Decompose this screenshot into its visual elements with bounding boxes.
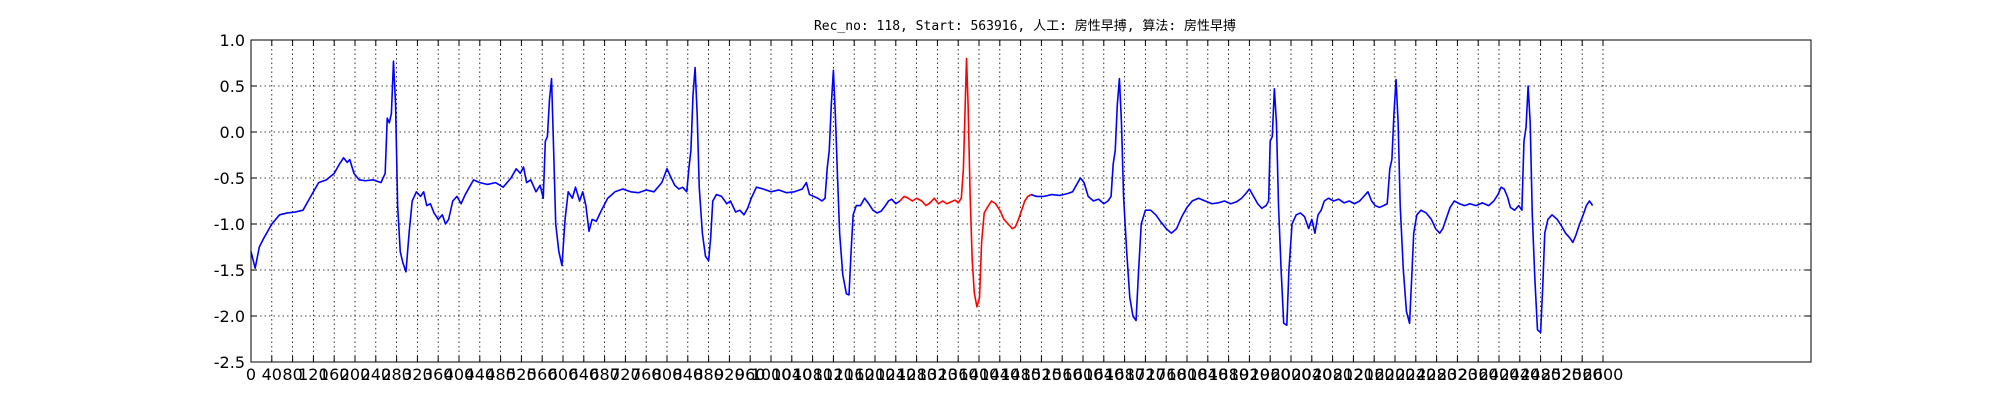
tick-marks xyxy=(250,39,1811,363)
x-tick-label: 1040 xyxy=(771,365,812,384)
x-tick-label: 1240 xyxy=(875,365,916,384)
x-tick-label: 200 xyxy=(340,365,371,384)
x-tick-label: 1720 xyxy=(1125,365,1166,384)
x-tick-label: 1320 xyxy=(917,365,958,384)
x-tick-label: 0 xyxy=(246,365,256,384)
x-tick-label: 1880 xyxy=(1208,365,1249,384)
y-tick-label: -1.5 xyxy=(214,261,245,280)
y-tick-label: -0.5 xyxy=(214,169,245,188)
x-tick-label: 2240 xyxy=(1395,365,1436,384)
y-tick-label: 0.5 xyxy=(220,77,245,96)
x-tick-label: 440 xyxy=(465,365,496,384)
x-tick-label: 760 xyxy=(631,365,662,384)
x-tick-label: 1360 xyxy=(938,365,979,384)
y-tick-label: -1.0 xyxy=(214,215,245,234)
x-tick-label: 2480 xyxy=(1520,365,1561,384)
x-tick-label: 1440 xyxy=(979,365,1020,384)
x-tick-label: 1400 xyxy=(959,365,1000,384)
y-tick-label: 0.0 xyxy=(220,123,245,142)
x-tick-label: 640 xyxy=(569,365,600,384)
grid xyxy=(251,40,1811,362)
series-layer xyxy=(250,57,1594,334)
x-tick-label: 2160 xyxy=(1354,365,1395,384)
x-tick-label: 520 xyxy=(506,365,537,384)
x-tick-label: 1000 xyxy=(751,365,792,384)
ecg-series-line xyxy=(1030,77,1594,334)
x-tick-label: 1080 xyxy=(792,365,833,384)
x-tick-label: 40 xyxy=(262,365,282,384)
x-tick-label: 600 xyxy=(548,365,579,384)
x-tick-label: 560 xyxy=(527,365,558,384)
x-tick-label: 160 xyxy=(319,365,350,384)
y-tick-labels: 1.0 0.5 0.0 -0.5 -1.0 -1.5 -2.0 -2.5 xyxy=(214,31,245,372)
plot-frame xyxy=(250,39,1812,363)
x-tick-label: 800 xyxy=(652,365,683,384)
x-tick-label: 360 xyxy=(423,365,454,384)
x-tick-label: 2600 xyxy=(1583,365,1624,384)
y-tick-label: -2.0 xyxy=(214,307,245,326)
x-tick-label: 2200 xyxy=(1375,365,1416,384)
x-tick-labels: 0 40 8012016020024028032036040044048052056… xyxy=(246,365,1623,384)
x-tick-label: 2440 xyxy=(1499,365,1540,384)
ecg-series-line xyxy=(899,57,1032,308)
x-tick-label: 1280 xyxy=(896,365,937,384)
x-tick-label: 2000 xyxy=(1271,365,1312,384)
x-tick-label: 1640 xyxy=(1083,365,1124,384)
x-tick-label: 2400 xyxy=(1479,365,1520,384)
x-tick-label: 720 xyxy=(610,365,641,384)
x-tick-label: 2320 xyxy=(1437,365,1478,384)
x-tick-label: 920 xyxy=(714,365,745,384)
x-tick-label: 2520 xyxy=(1541,365,1582,384)
x-tick-label: 2360 xyxy=(1458,365,1499,384)
x-tick-label: 2120 xyxy=(1333,365,1374,384)
x-tick-label: 880 xyxy=(693,365,724,384)
x-tick-label: 1520 xyxy=(1021,365,1062,384)
x-tick-label: 480 xyxy=(485,365,516,384)
x-tick-label: 1120 xyxy=(813,365,854,384)
x-tick-label: 1680 xyxy=(1104,365,1145,384)
x-tick-label: 680 xyxy=(589,365,620,384)
x-tick-label: 1840 xyxy=(1187,365,1228,384)
y-tick-label: 1.0 xyxy=(220,31,245,50)
y-tick-label: -2.5 xyxy=(214,353,245,372)
x-tick-label: 1480 xyxy=(1000,365,1041,384)
x-tick-label: 1920 xyxy=(1229,365,1270,384)
x-tick-label: 80 xyxy=(282,365,302,384)
x-tick-label: 1760 xyxy=(1146,365,1187,384)
x-tick-label: 2080 xyxy=(1312,365,1353,384)
x-tick-label: 960 xyxy=(735,365,766,384)
x-tick-label: 1600 xyxy=(1063,365,1104,384)
x-tick-label: 2040 xyxy=(1291,365,1332,384)
x-tick-label: 120 xyxy=(298,365,329,384)
x-tick-label: 320 xyxy=(402,365,433,384)
ecg-series-line xyxy=(250,60,901,296)
x-tick-label: 2560 xyxy=(1562,365,1603,384)
x-tick-label: 840 xyxy=(673,365,704,384)
x-tick-label: 1160 xyxy=(834,365,875,384)
x-tick-label: 1200 xyxy=(855,365,896,384)
x-tick-label: 1800 xyxy=(1167,365,1208,384)
x-tick-label: 400 xyxy=(444,365,475,384)
x-tick-label: 1960 xyxy=(1250,365,1291,384)
x-tick-label: 240 xyxy=(361,365,392,384)
x-tick-label: 1560 xyxy=(1042,365,1083,384)
chart-title: Rec_no: 118, Start: 563916, 人工: 房性早搏, 算法… xyxy=(814,18,1236,34)
x-tick-label: 280 xyxy=(381,365,412,384)
x-tick-label: 2280 xyxy=(1416,365,1457,384)
